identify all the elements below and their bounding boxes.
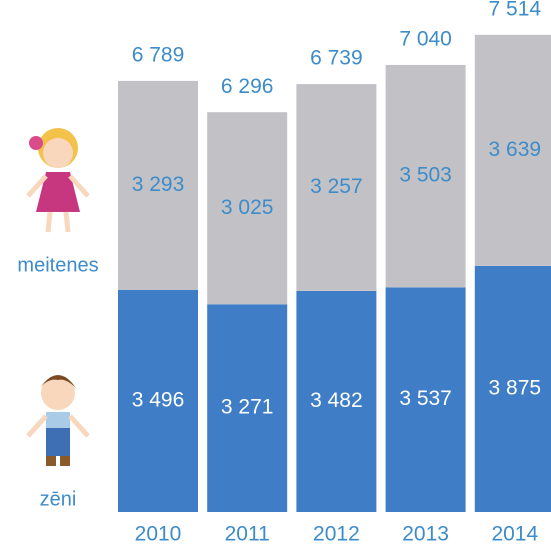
- girl-icon: [28, 128, 88, 232]
- value-label: 3 257: [310, 175, 363, 198]
- value-label: 3 537: [399, 387, 452, 410]
- total-label: 7 514: [489, 0, 542, 20]
- total-label: 6 789: [132, 43, 185, 66]
- value-label: 3 503: [399, 164, 452, 187]
- total-label: 6 739: [310, 47, 363, 70]
- value-label: 3 025: [221, 196, 274, 219]
- chart: 3 496 3 293 6 789 2010 3 271 3 025 6 296 2011 3 …: [0, 0, 551, 546]
- value-label: 3 482: [310, 389, 363, 412]
- x-tick-label: 2014: [491, 523, 538, 546]
- value-label: 3 639: [489, 138, 542, 161]
- value-label: 3 293: [132, 173, 185, 196]
- legend-label: meitenes: [17, 254, 98, 276]
- x-tick-label: 2013: [402, 523, 449, 546]
- legend-label: zēni: [40, 488, 77, 510]
- value-label: 3 271: [221, 396, 274, 419]
- total-label: 6 296: [221, 75, 274, 98]
- boy-icon: [28, 375, 88, 466]
- x-tick-label: 2011: [225, 523, 270, 546]
- total-label: 7 040: [399, 28, 452, 51]
- x-tick-label: 2010: [135, 523, 182, 546]
- value-label: 3 496: [132, 389, 185, 412]
- value-label: 3 875: [489, 377, 542, 400]
- x-tick-label: 2012: [313, 523, 360, 546]
